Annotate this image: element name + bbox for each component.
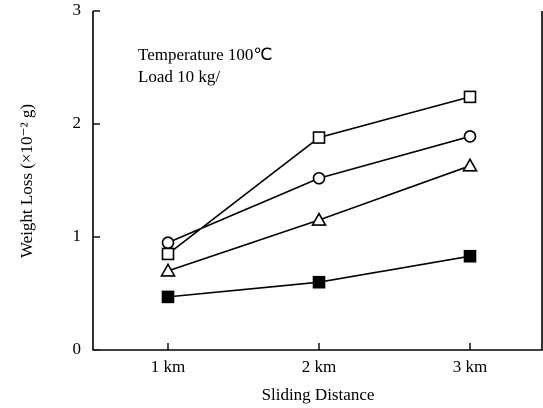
point <box>463 90 477 104</box>
point <box>160 262 176 277</box>
point <box>463 130 477 143</box>
y-axis-label: Weight Loss (×10⁻² g) <box>17 104 36 258</box>
point <box>161 236 175 249</box>
x-tick-label: 3 km <box>453 357 487 376</box>
y-tick-label: 0 <box>73 339 82 358</box>
point <box>312 171 326 185</box>
point <box>462 157 478 172</box>
point <box>463 249 477 263</box>
point <box>161 290 175 304</box>
y-tick-label: 2 <box>73 113 82 132</box>
x-axis-label: Sliding Distance <box>262 385 375 404</box>
point <box>312 131 326 144</box>
annotation: Load 10 kg/ <box>138 67 220 86</box>
plot-frame <box>92 11 543 351</box>
annotation: Temperature 100℃ <box>138 45 273 64</box>
x-tick-label: 2 km <box>302 357 336 376</box>
x-tick-label: 1 km <box>151 357 185 376</box>
point <box>312 275 326 289</box>
point <box>311 211 327 226</box>
y-tick-label: 1 <box>73 226 82 245</box>
series-line <box>167 135 471 244</box>
y-tick-label: 3 <box>73 0 82 19</box>
point <box>161 247 175 261</box>
